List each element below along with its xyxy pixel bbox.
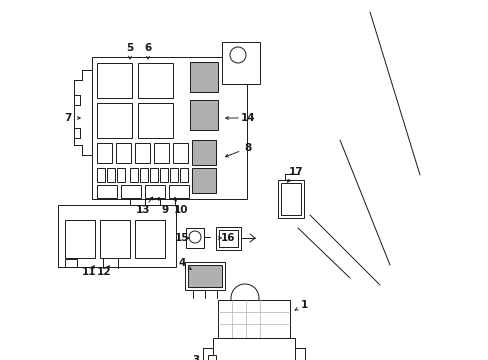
Text: 3: 3 bbox=[192, 355, 199, 360]
Text: 12: 12 bbox=[97, 267, 111, 277]
Bar bbox=[92, 57, 246, 199]
Bar bbox=[116, 143, 131, 163]
Bar bbox=[185, 228, 203, 248]
Bar bbox=[97, 143, 112, 163]
Bar bbox=[173, 143, 187, 163]
Bar bbox=[169, 185, 189, 198]
Bar bbox=[130, 168, 138, 182]
Bar bbox=[100, 220, 130, 258]
Bar bbox=[58, 205, 176, 267]
Text: 5: 5 bbox=[126, 43, 133, 53]
Text: 15: 15 bbox=[174, 233, 189, 243]
Bar bbox=[135, 143, 150, 163]
Bar bbox=[107, 168, 115, 182]
Text: 11: 11 bbox=[81, 267, 96, 277]
Bar bbox=[213, 338, 294, 360]
Bar bbox=[140, 168, 148, 182]
Text: 1: 1 bbox=[300, 300, 307, 310]
Bar bbox=[138, 63, 173, 98]
Bar bbox=[180, 168, 187, 182]
Bar bbox=[145, 185, 164, 198]
Bar bbox=[219, 230, 238, 247]
Bar bbox=[190, 62, 218, 92]
Text: 9: 9 bbox=[161, 205, 168, 215]
Bar bbox=[170, 168, 178, 182]
Text: 10: 10 bbox=[173, 205, 188, 215]
Bar bbox=[184, 262, 224, 290]
Bar bbox=[222, 42, 260, 84]
Bar bbox=[187, 265, 222, 287]
Bar bbox=[190, 100, 218, 130]
Text: 17: 17 bbox=[288, 167, 303, 177]
Bar bbox=[97, 103, 132, 138]
Text: 16: 16 bbox=[220, 233, 235, 243]
Text: 13: 13 bbox=[136, 205, 150, 215]
Bar bbox=[61, 207, 173, 221]
Bar bbox=[192, 140, 216, 165]
Bar bbox=[117, 168, 125, 182]
Text: 7: 7 bbox=[64, 113, 72, 123]
Bar bbox=[216, 227, 241, 250]
Bar bbox=[192, 168, 216, 193]
Bar bbox=[138, 103, 173, 138]
Bar bbox=[97, 168, 105, 182]
Bar bbox=[187, 62, 244, 192]
Bar bbox=[121, 185, 141, 198]
Bar bbox=[207, 355, 216, 360]
Bar bbox=[97, 63, 132, 98]
Circle shape bbox=[189, 231, 201, 243]
Bar bbox=[154, 143, 169, 163]
Bar bbox=[97, 185, 117, 198]
Bar bbox=[281, 183, 301, 215]
Bar bbox=[218, 300, 289, 338]
Circle shape bbox=[229, 47, 245, 63]
Bar bbox=[160, 168, 168, 182]
Bar bbox=[135, 220, 164, 258]
Text: 6: 6 bbox=[144, 43, 151, 53]
Text: 8: 8 bbox=[244, 143, 251, 153]
Text: 14: 14 bbox=[240, 113, 255, 123]
Text: 4: 4 bbox=[178, 258, 185, 268]
Bar bbox=[65, 259, 77, 267]
Bar bbox=[150, 168, 158, 182]
Bar bbox=[65, 220, 95, 258]
Bar bbox=[278, 180, 304, 218]
